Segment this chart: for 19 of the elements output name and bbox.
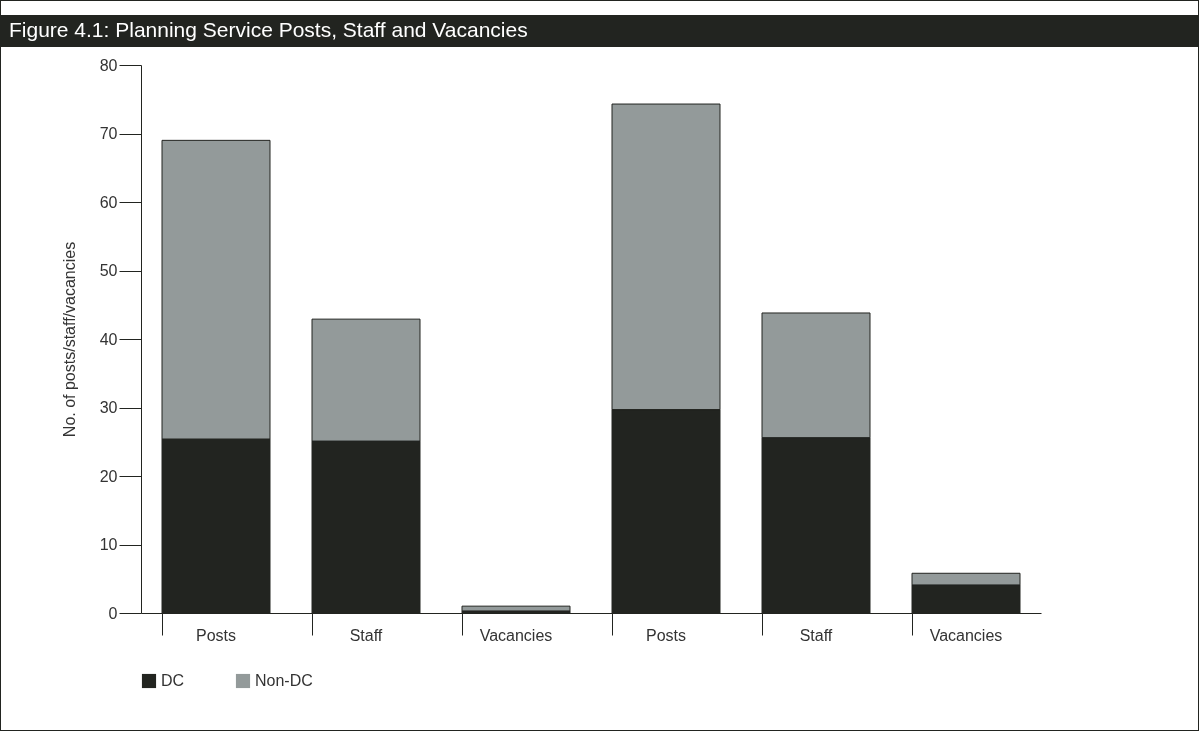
chart-title: Figure 4.1: Planning Service Posts, Staff and Vacancies — [1, 15, 1198, 47]
y-tick-label: 10 — [99, 536, 118, 553]
x-tick-label: Staff — [349, 626, 383, 644]
x-tick-label: Staff — [799, 626, 833, 644]
y-tick-label: 60 — [99, 193, 118, 211]
y-tick-label: 50 — [99, 262, 118, 279]
y-tick-label: 0 — [108, 604, 118, 622]
legend-label: Non-DC — [255, 672, 313, 689]
x-tick-label: Posts — [195, 626, 237, 644]
y-tick-label: 70 — [99, 125, 118, 142]
y-axis-title: No. of posts/staff/vacancies — [60, 241, 78, 438]
x-tick-label: Vacancies — [479, 626, 553, 644]
y-tick-label: 80 — [99, 56, 118, 74]
y-tick-label: 30 — [99, 399, 118, 416]
x-tick-label: Posts — [645, 626, 687, 644]
y-tick-label: 40 — [99, 330, 118, 348]
y-tick-label: 20 — [99, 467, 118, 485]
legend-label: DC — [161, 672, 185, 689]
x-tick-label: Vacancies — [929, 626, 1003, 644]
